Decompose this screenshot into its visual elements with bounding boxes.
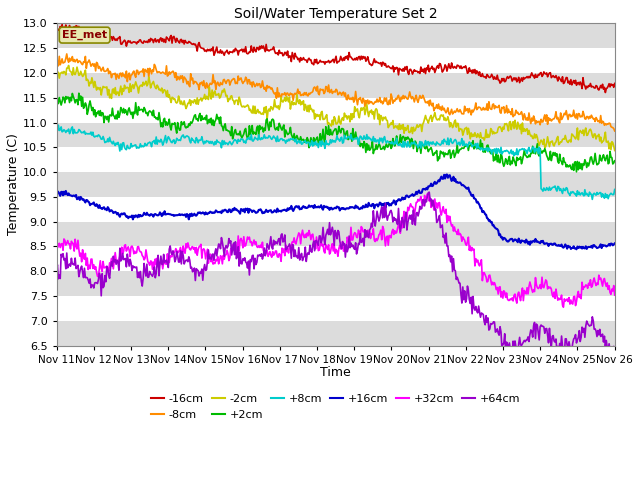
+64cm [196, 269, 204, 275]
+2cm [573, 169, 580, 175]
-8cm [152, 67, 160, 72]
+8cm [588, 196, 596, 202]
+32cm [305, 228, 313, 233]
+8cm [52, 126, 60, 132]
+32cm [52, 237, 60, 242]
+32cm [611, 292, 618, 298]
-16cm [52, 23, 60, 28]
-16cm [383, 64, 390, 70]
-2cm [65, 62, 72, 68]
+64cm [611, 352, 618, 358]
+2cm [383, 141, 390, 147]
-2cm [611, 148, 618, 154]
Line: +64cm: +64cm [56, 192, 614, 362]
+16cm [426, 183, 433, 189]
-16cm [474, 69, 481, 75]
+2cm [75, 90, 83, 96]
+64cm [474, 310, 481, 316]
+2cm [611, 158, 618, 164]
+2cm [426, 146, 434, 152]
+8cm [611, 187, 618, 192]
+32cm [152, 256, 159, 262]
+32cm [196, 243, 204, 249]
+16cm [611, 240, 618, 246]
+16cm [305, 203, 313, 208]
+8cm [383, 140, 390, 146]
Line: +8cm: +8cm [56, 125, 614, 199]
-2cm [426, 114, 434, 120]
+32cm [426, 195, 434, 201]
-16cm [306, 57, 314, 63]
+2cm [197, 118, 205, 123]
+16cm [152, 211, 159, 217]
+8cm [54, 122, 62, 128]
+2cm [152, 116, 160, 122]
+8cm [152, 134, 160, 140]
Bar [56, 321, 614, 346]
-8cm [474, 106, 481, 111]
-2cm [306, 102, 314, 108]
+2cm [474, 145, 481, 151]
-8cm [63, 51, 70, 57]
-8cm [197, 81, 205, 86]
Line: -2cm: -2cm [56, 65, 614, 151]
-16cm [602, 90, 609, 96]
Line: +2cm: +2cm [56, 93, 614, 172]
-8cm [426, 97, 434, 103]
+64cm [381, 201, 389, 206]
Text: EE_met: EE_met [62, 30, 108, 40]
+32cm [559, 304, 567, 310]
Bar [56, 24, 614, 48]
+64cm [305, 252, 313, 257]
+2cm [52, 97, 60, 103]
+64cm [567, 359, 575, 365]
Bar [56, 73, 614, 98]
+8cm [474, 141, 481, 146]
+16cm [52, 190, 60, 195]
-16cm [197, 45, 205, 51]
-2cm [474, 131, 481, 137]
+64cm [426, 189, 433, 195]
Line: -8cm: -8cm [56, 54, 614, 131]
+8cm [306, 143, 314, 149]
+32cm [424, 191, 431, 197]
-8cm [611, 128, 618, 134]
+32cm [474, 257, 481, 263]
-8cm [306, 91, 314, 97]
-2cm [197, 95, 205, 101]
Bar [56, 172, 614, 197]
+16cm [196, 209, 204, 215]
+64cm [426, 198, 434, 204]
+8cm [426, 139, 434, 145]
-8cm [383, 95, 390, 101]
+32cm [381, 243, 389, 249]
-2cm [383, 117, 390, 123]
Legend: -16cm, -8cm, -2cm, +2cm, +8cm, +16cm, +32cm, +64cm: -16cm, -8cm, -2cm, +2cm, +8cm, +16cm, +3… [147, 390, 525, 424]
-2cm [52, 65, 60, 71]
+16cm [573, 246, 580, 252]
+64cm [152, 275, 159, 281]
Title: Soil/Water Temperature Set 2: Soil/Water Temperature Set 2 [234, 7, 437, 21]
Bar [56, 271, 614, 296]
+16cm [443, 171, 451, 177]
+2cm [306, 140, 314, 145]
+64cm [52, 268, 60, 274]
+16cm [381, 205, 389, 211]
-8cm [52, 59, 60, 65]
+16cm [474, 199, 481, 204]
X-axis label: Time: Time [320, 366, 351, 379]
+8cm [197, 137, 205, 143]
-16cm [152, 39, 160, 45]
Bar [56, 122, 614, 147]
Line: -16cm: -16cm [56, 24, 614, 93]
-16cm [58, 22, 66, 27]
Y-axis label: Temperature (C): Temperature (C) [7, 133, 20, 235]
-2cm [152, 86, 160, 92]
-16cm [611, 81, 618, 86]
Line: +16cm: +16cm [56, 174, 614, 249]
Line: +32cm: +32cm [56, 194, 614, 307]
-16cm [426, 66, 434, 72]
Bar [56, 222, 614, 246]
